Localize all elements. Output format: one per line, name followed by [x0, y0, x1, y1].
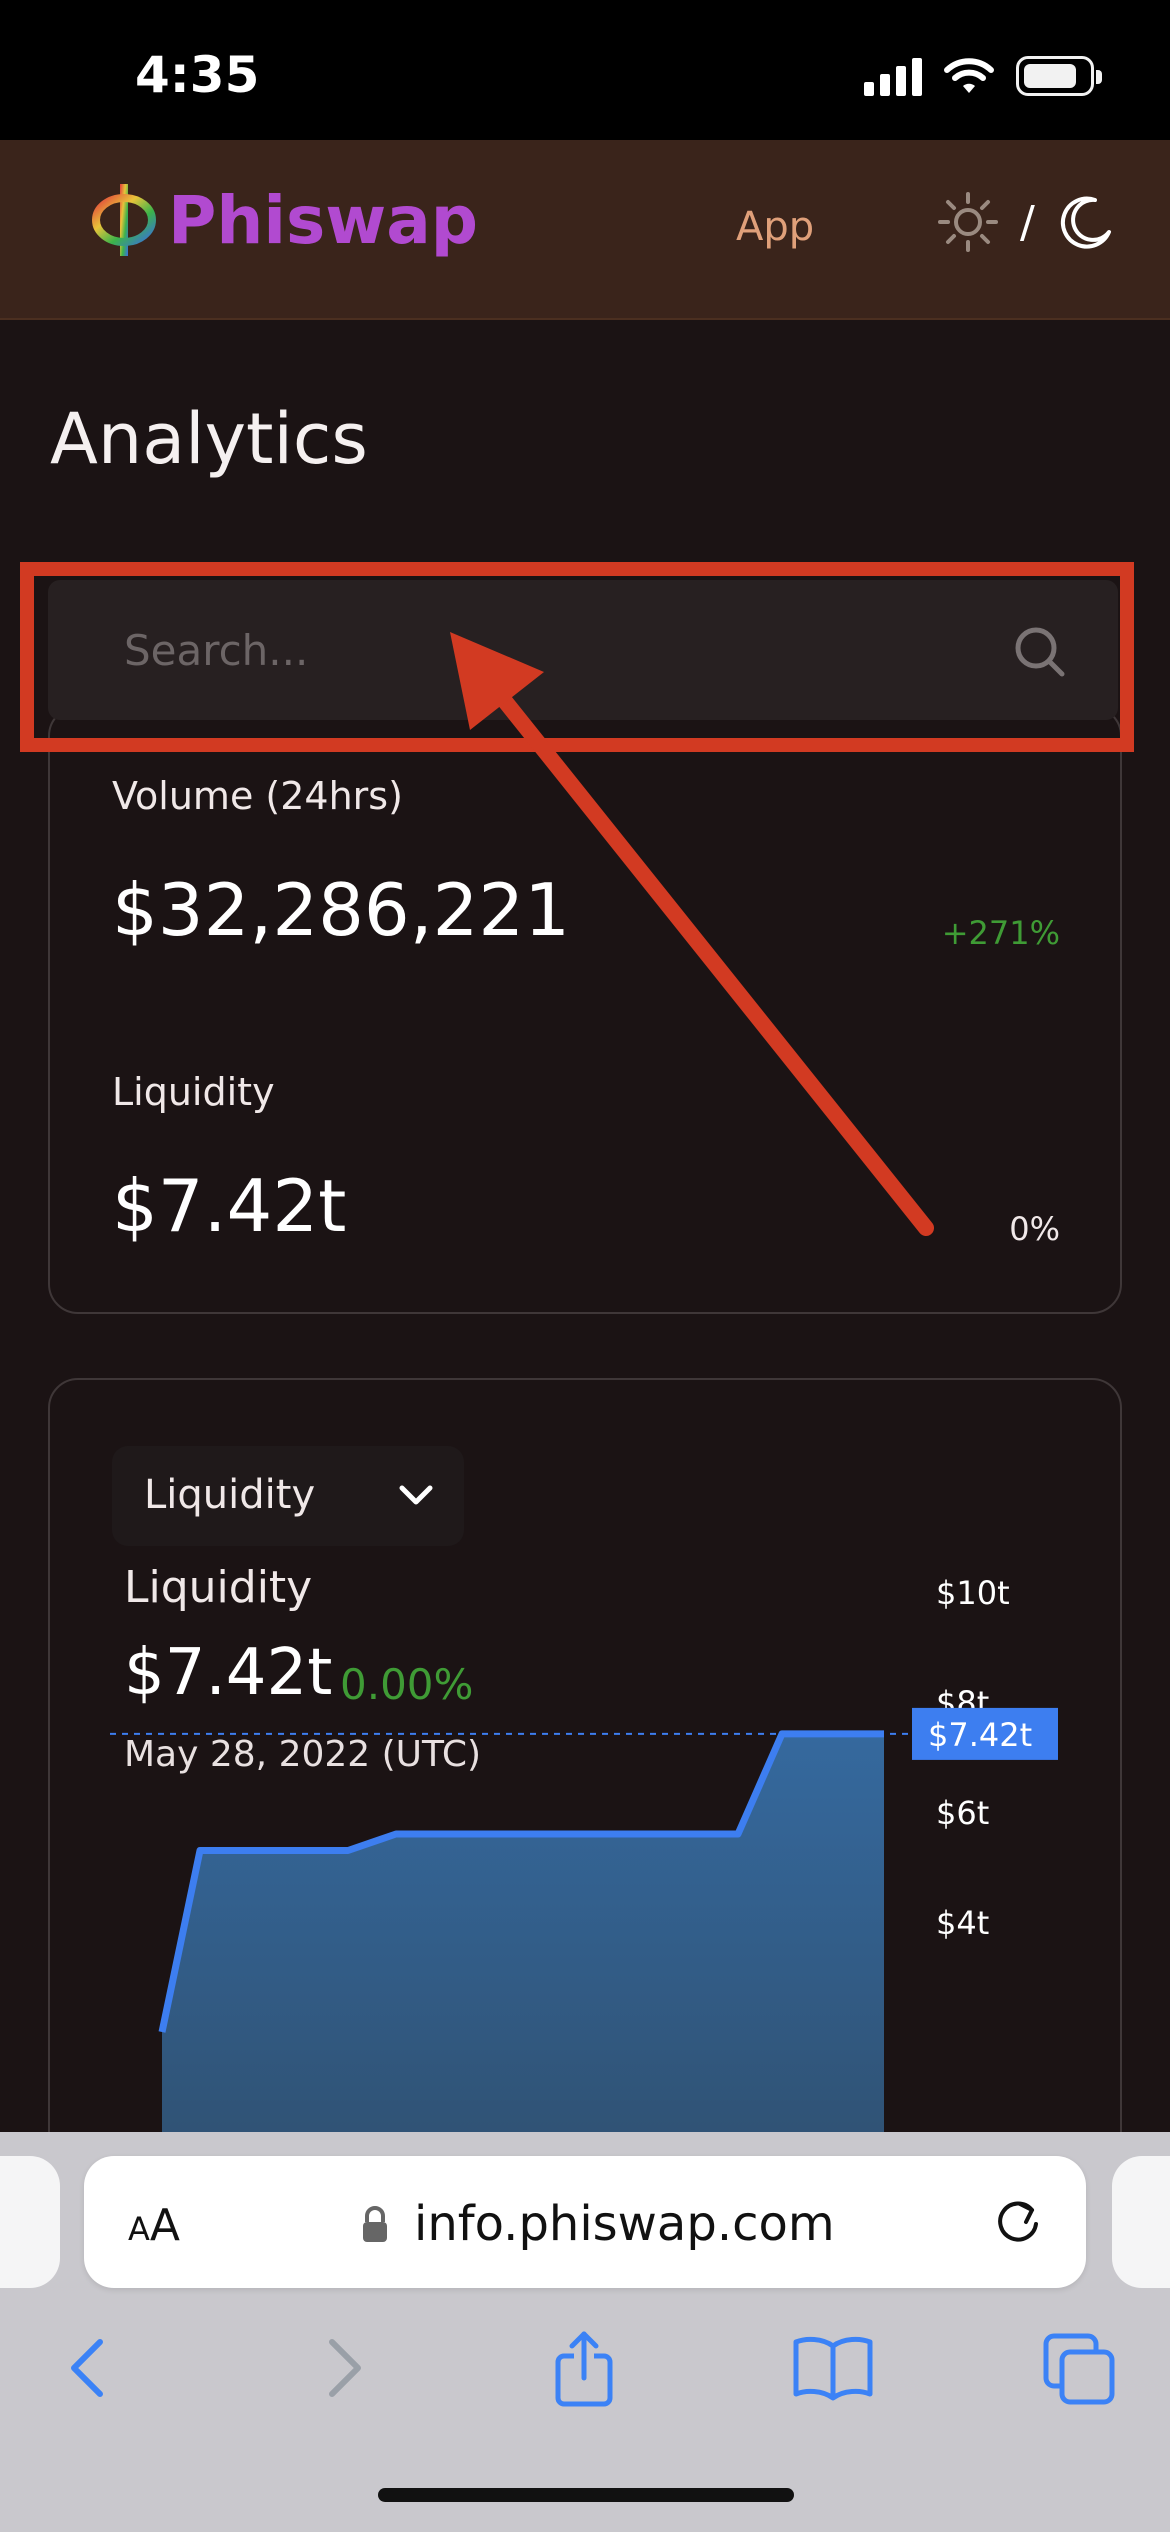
- liquidity-label: Liquidity: [112, 1070, 275, 1114]
- moon-icon[interactable]: [1055, 192, 1115, 252]
- bookmarks-icon[interactable]: [790, 2328, 876, 2408]
- site-header: Phiswap App /: [0, 140, 1170, 320]
- share-icon[interactable]: [548, 2328, 620, 2408]
- status-icons: [864, 56, 1102, 96]
- y-tick-label: $4t: [936, 1904, 989, 1942]
- reload-icon[interactable]: [992, 2196, 1044, 2248]
- address-bar[interactable]: AA info.phiswap.com: [84, 2156, 1086, 2288]
- liquidity-change: 0%: [1009, 1210, 1060, 1248]
- browser-toolbar: AA info.phiswap.com: [0, 2132, 1170, 2532]
- y-tick-label: $10t: [936, 1574, 1010, 1612]
- volume-change: +271%: [941, 914, 1060, 952]
- phi-logo-icon: [92, 184, 156, 256]
- page-title: Analytics: [50, 398, 368, 480]
- chart-metric-dropdown[interactable]: Liquidity: [112, 1446, 464, 1546]
- chart-value: $7.42t: [124, 1636, 333, 1710]
- logo-text: Phiswap: [168, 181, 479, 259]
- battery-icon: [1016, 56, 1102, 96]
- chart-date: May 28, 2022 (UTC): [124, 1734, 482, 1775]
- dropdown-selected-label: Liquidity: [144, 1472, 316, 1518]
- site-logo[interactable]: Phiswap: [88, 180, 478, 260]
- chart-title: Liquidity: [124, 1562, 313, 1613]
- chevron-down-icon: [399, 1485, 433, 1505]
- tabs-icon[interactable]: [1040, 2328, 1120, 2408]
- search-input[interactable]: [124, 610, 984, 690]
- previous-tab-pill[interactable]: [0, 2156, 60, 2288]
- cellular-signal-icon: [864, 56, 922, 96]
- theme-toggle: /: [936, 190, 1115, 254]
- next-tab-pill[interactable]: [1112, 2156, 1170, 2288]
- lock-icon: [363, 2206, 387, 2242]
- search-bar: [48, 580, 1118, 720]
- wifi-icon: [944, 58, 994, 93]
- status-bar: 4:35: [0, 0, 1170, 140]
- current-value-badge-label: $7.42t: [928, 1716, 1032, 1754]
- current-value-badge: [912, 1707, 1058, 1760]
- volume-label: Volume (24hrs): [112, 774, 403, 818]
- home-indicator: [378, 2488, 794, 2502]
- sun-icon[interactable]: [936, 190, 1000, 254]
- y-tick-label: $6t: [936, 1794, 989, 1832]
- chart-series-line: [158, 1730, 884, 2033]
- forward-icon[interactable]: [312, 2328, 372, 2408]
- back-icon[interactable]: [60, 2328, 120, 2408]
- chart-change: 0.00%: [340, 1660, 474, 1709]
- search-icon[interactable]: [1012, 624, 1068, 680]
- status-time: 4:35: [135, 46, 260, 104]
- nav-app-link[interactable]: App: [736, 204, 815, 250]
- overview-card: Volume (24hrs) $32,286,221 +271% Liquidi…: [48, 706, 1122, 1314]
- highlight-annotation-box: [20, 562, 1134, 752]
- volume-value: $32,286,221: [112, 868, 571, 952]
- text-size-button[interactable]: AA: [128, 2200, 180, 2251]
- url-text: info.phiswap.com: [414, 2196, 835, 2252]
- theme-separator: /: [1020, 196, 1035, 248]
- liquidity-value: $7.42t: [112, 1164, 347, 1248]
